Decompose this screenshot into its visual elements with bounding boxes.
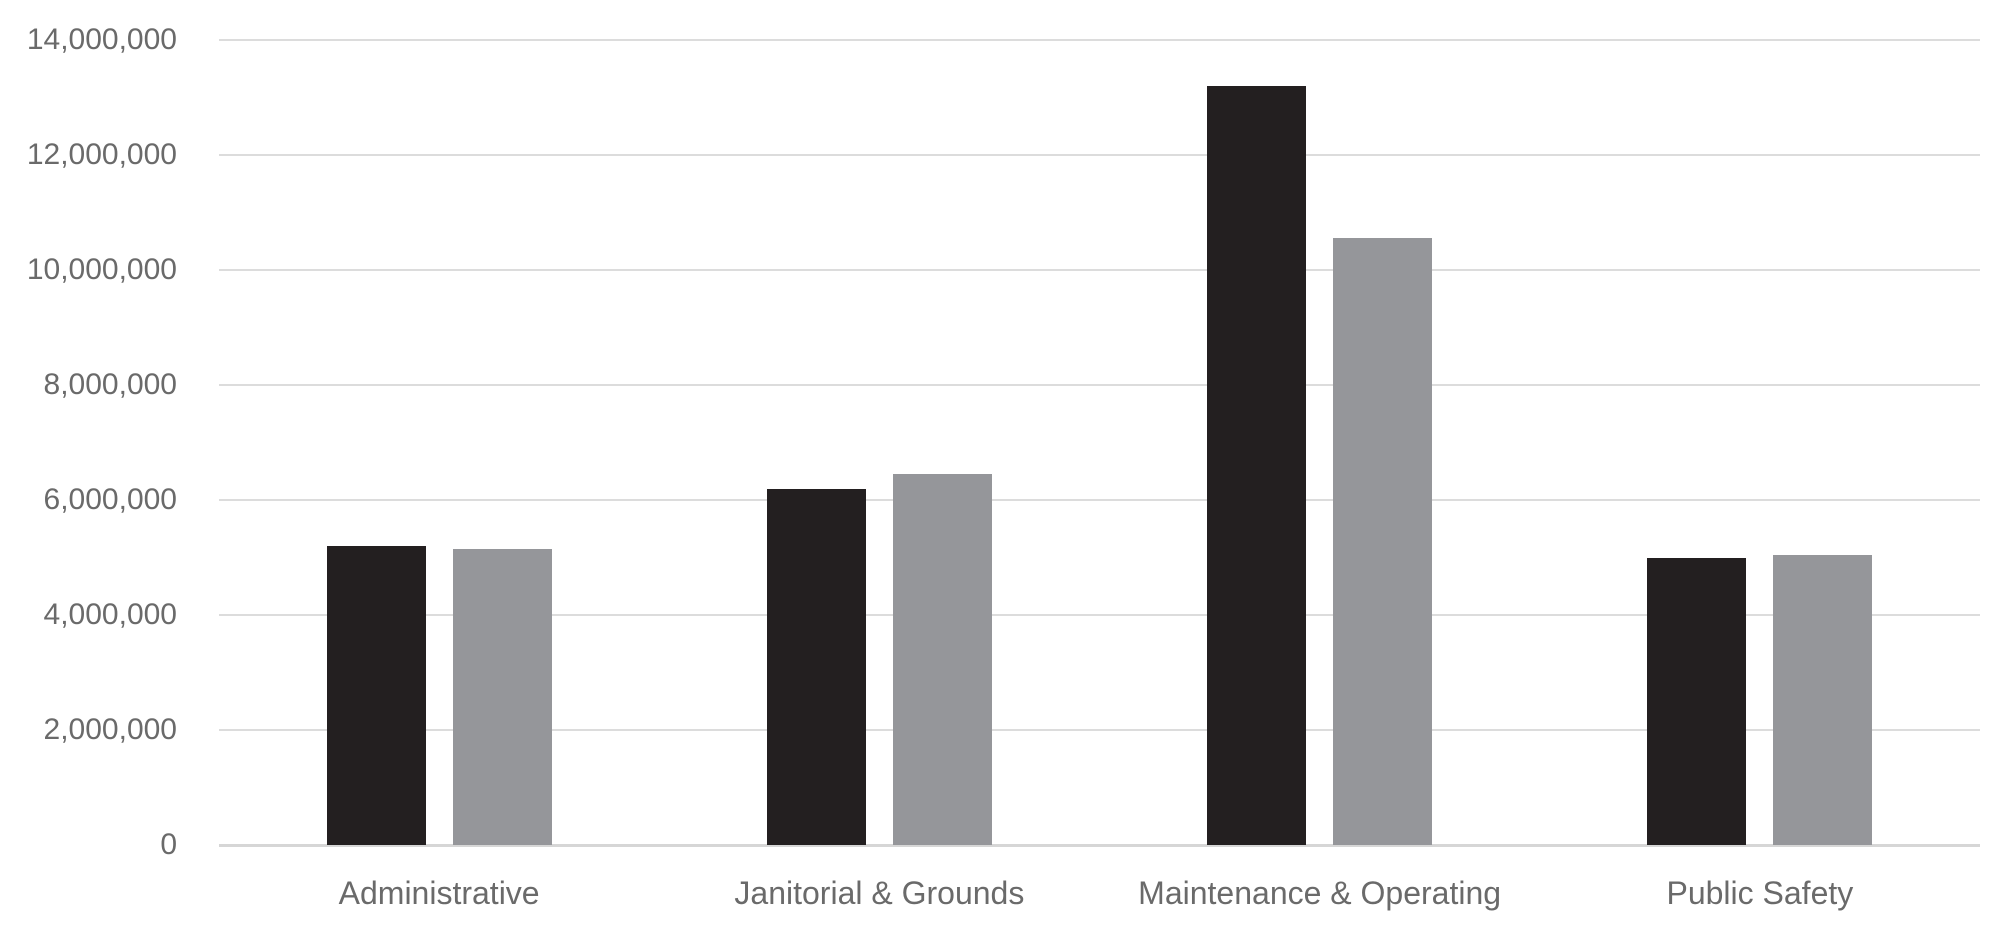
bar-janitorial-grounds-series-2 bbox=[892, 474, 992, 845]
gridline bbox=[219, 39, 1980, 41]
bar-group-maintenance-operating bbox=[1100, 40, 1540, 845]
y-tick-label: 4,000,000 bbox=[43, 598, 177, 631]
y-tick-label: 14,000,000 bbox=[26, 23, 177, 56]
bar-janitorial-grounds-series-1 bbox=[766, 488, 866, 845]
category-label-maintenance-operating: Maintenance & Operating bbox=[1138, 874, 1502, 911]
bar-group-public-safety bbox=[1540, 40, 1980, 845]
y-tick-label: 2,000,000 bbox=[43, 713, 177, 746]
category-label-administrative: Administrative bbox=[338, 874, 540, 911]
gridline bbox=[219, 499, 1980, 501]
y-tick-label: 6,000,000 bbox=[43, 483, 177, 516]
bar-administrative-series-1 bbox=[326, 546, 426, 845]
bar-public-safety-series-1 bbox=[1647, 557, 1747, 845]
bar-administrative-series-2 bbox=[452, 548, 552, 845]
gridline bbox=[219, 729, 1980, 731]
y-tick-label: 0 bbox=[160, 828, 177, 861]
x-axis-line bbox=[219, 844, 1980, 847]
bar-group-administrative bbox=[219, 40, 659, 845]
category-label-public-safety: Public Safety bbox=[1666, 874, 1854, 911]
y-tick-label: 10,000,000 bbox=[26, 253, 177, 286]
bar-maintenance-operating-series-1 bbox=[1207, 86, 1307, 845]
gridline bbox=[219, 614, 1980, 616]
category-label-janitorial-grounds: Janitorial & Grounds bbox=[734, 874, 1025, 911]
bar-group-janitorial-grounds bbox=[659, 40, 1099, 845]
bar-maintenance-operating-series-2 bbox=[1333, 238, 1433, 845]
y-tick-label: 12,000,000 bbox=[26, 138, 177, 171]
gridline bbox=[219, 269, 1980, 271]
bar-public-safety-series-2 bbox=[1773, 554, 1873, 845]
plot-area bbox=[219, 0, 1980, 938]
y-tick-label: 8,000,000 bbox=[43, 368, 177, 401]
gridline bbox=[219, 154, 1980, 156]
gridline bbox=[219, 384, 1980, 386]
